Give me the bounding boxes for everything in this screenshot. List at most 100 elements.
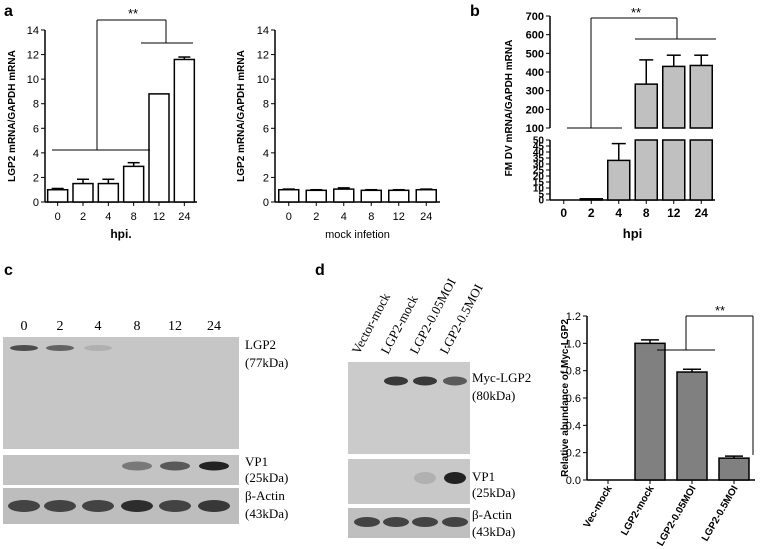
- lane-label: 2: [57, 319, 64, 334]
- x-tick-label: 0: [286, 211, 292, 223]
- bar: [46, 188, 69, 203]
- bar: [173, 58, 196, 203]
- y-tick-label: 0.2: [566, 448, 581, 460]
- bar-upper: [662, 65, 686, 129]
- blot-band: [199, 461, 229, 471]
- y-tick-label: 200: [526, 104, 544, 116]
- blot-band: [159, 500, 191, 512]
- blot-band: [384, 376, 408, 386]
- bar-upper: [634, 83, 658, 129]
- y-axis-label: FM DV mRNA/GAPDH mRNA: [504, 40, 515, 177]
- blot-band: [121, 500, 153, 512]
- band-kda-label: (80kDa): [472, 388, 515, 403]
- lane-label: 4: [95, 319, 102, 334]
- x-tick-label: 12: [667, 206, 681, 220]
- y-tick-label: 8: [263, 99, 269, 111]
- western-blot-c: 0 2 4 8 12 24LGP2(77kDa)VP1(25kDa)β-Actin(43k…: [3, 319, 288, 524]
- y-tick-label: 0: [33, 197, 39, 209]
- y-tick-label: 15: [533, 178, 545, 189]
- x-tick-label: LGP2-mock: [619, 484, 657, 538]
- band-kda-label: (77kDa): [245, 355, 288, 370]
- y-tick-label: 12: [27, 50, 39, 62]
- x-axis-label: hpi.: [110, 227, 131, 241]
- bar: [579, 198, 603, 201]
- y-tick-label: 0.0: [566, 475, 581, 487]
- x-tick-label: 4: [615, 206, 622, 220]
- x-tick-label: 24: [695, 206, 709, 220]
- y-tick-label: 10: [27, 74, 39, 86]
- blot-band: [383, 517, 409, 527]
- y-tick-label: 4: [33, 148, 39, 160]
- y-tick-label: 10: [257, 74, 269, 86]
- x-tick-label: 24: [420, 211, 432, 223]
- bar: [718, 457, 750, 481]
- blot-membrane-vp1: [3, 455, 239, 485]
- y-tick-label: 12: [257, 50, 269, 62]
- lane-label: 24: [207, 319, 221, 334]
- y-tick-label: 100: [526, 123, 544, 135]
- bar: [305, 189, 327, 203]
- band-label: β-Actin: [472, 507, 512, 522]
- y-tick-label: 600: [526, 30, 544, 42]
- chart-b: 0510152025303540455010020030040050060070…: [504, 5, 717, 241]
- x-tick-label: LGP2-0.5MOI: [700, 484, 741, 544]
- x-axis-label: mock infetion: [325, 229, 390, 241]
- blot-band: [122, 461, 152, 471]
- x-tick-label: 2: [313, 211, 319, 223]
- y-tick-label: 30: [533, 160, 545, 171]
- western-blot-d: Vector-mockLGP2-mockLGP2-0.05MOILGP2-0.5…: [348, 276, 531, 539]
- panel-label-d: d: [315, 262, 325, 279]
- x-tick-label: 8: [131, 211, 137, 223]
- blot-band: [354, 517, 380, 527]
- bar: [278, 188, 300, 203]
- y-tick-label: 0: [263, 197, 269, 209]
- x-tick-label: 24: [178, 211, 190, 223]
- blot-band: [413, 376, 437, 386]
- y-tick-label: 700: [526, 11, 544, 23]
- y-tick-label: 45: [533, 142, 545, 153]
- bar: [122, 165, 145, 203]
- x-tick-label: 0: [55, 211, 61, 223]
- panel-label-c: c: [4, 262, 13, 279]
- band-kda-label: (43kDa): [245, 506, 288, 521]
- lane-label: 12: [168, 319, 182, 334]
- x-tick-label: 4: [341, 211, 347, 223]
- panel-label-b: b: [470, 3, 480, 20]
- axis-break-gap: [548, 129, 717, 139]
- blot-band: [442, 517, 468, 527]
- blot-membrane-myc: [348, 362, 470, 454]
- x-tick-label: 2: [588, 206, 595, 220]
- y-axis-label: Relative abundance of Myc-LGP2: [560, 319, 571, 477]
- y-tick-label: 0.4: [566, 420, 581, 432]
- bar-upper: [689, 64, 713, 129]
- significance-stars: **: [631, 5, 641, 20]
- x-tick-label: 4: [105, 211, 111, 223]
- lane-label: 0: [21, 319, 28, 334]
- blot-band: [46, 345, 74, 351]
- y-tick-label: 0.8: [566, 366, 581, 378]
- y-axis-label: LGP2 mRNA/GAPDH mRNA: [236, 50, 247, 182]
- y-tick-label: 40: [533, 148, 545, 159]
- x-tick-label: Vec-mock: [582, 484, 615, 530]
- band-kda-label: (25kDa): [472, 485, 515, 500]
- y-tick-label: 2: [33, 172, 39, 184]
- band-label: VP1: [245, 454, 268, 469]
- y-tick-label: 0: [538, 196, 544, 207]
- x-tick-label: 2: [80, 211, 86, 223]
- y-axis-label: LGP2 mRNA/GAPDH mRNA: [7, 50, 18, 182]
- band-kda-label: (25kDa): [245, 470, 288, 485]
- x-tick-label: 8: [643, 206, 650, 220]
- significance-stars: **: [715, 303, 725, 318]
- blot-band: [414, 472, 436, 484]
- x-axis-label: hpi: [623, 226, 643, 241]
- y-tick-label: 14: [257, 25, 269, 37]
- blot-band: [10, 345, 38, 351]
- bar: [360, 189, 382, 203]
- bar: [634, 342, 666, 481]
- y-tick-label: 300: [526, 86, 544, 98]
- band-label: VP1: [472, 469, 495, 484]
